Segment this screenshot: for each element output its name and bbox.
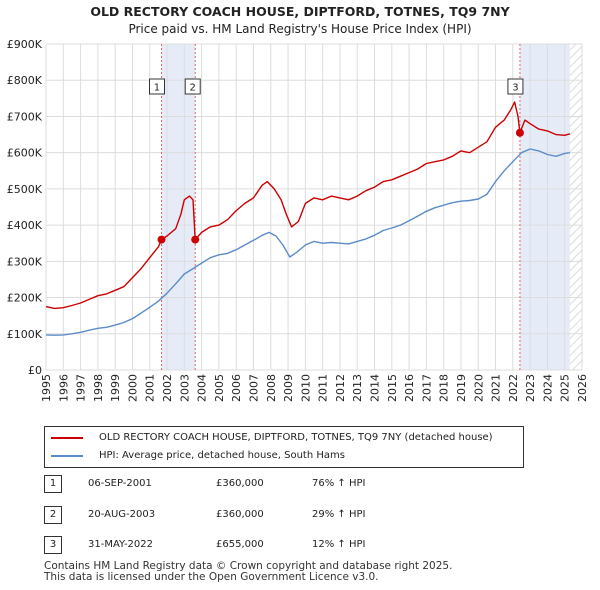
legend-swatch-property xyxy=(51,437,83,439)
series-line-hpi xyxy=(45,148,570,336)
transaction-badge: 3 xyxy=(44,536,62,554)
transaction-point xyxy=(515,128,524,137)
transaction-label: 2 xyxy=(190,83,196,94)
transaction-price: £655,000 xyxy=(216,539,264,550)
transaction-hpi-change: 12% ↑ HPI xyxy=(312,539,366,550)
x-tick-label: 2022 xyxy=(507,374,520,402)
x-tick-label: 2001 xyxy=(144,374,157,402)
y-tick-label: £500K xyxy=(7,183,43,196)
x-tick-label: 1999 xyxy=(109,374,122,402)
y-tick-label: £900K xyxy=(7,38,43,51)
chart-legend: OLD RECTORY COACH HOUSE, DIPTFORD, TOTNE… xyxy=(44,426,524,468)
footer-copyright: Contains HM Land Registry data © Crown c… xyxy=(44,560,453,572)
x-tick-label: 2008 xyxy=(265,374,278,402)
y-tick-label: £300K xyxy=(7,255,43,268)
x-tick-label: 2004 xyxy=(196,374,209,402)
y-tick-label: £600K xyxy=(7,147,43,160)
shaded-period xyxy=(519,44,570,370)
x-tick-label: 2013 xyxy=(351,374,364,402)
x-tick-label: 1997 xyxy=(75,374,88,402)
x-tick-label: 2026 xyxy=(576,374,589,402)
x-tick-label: 2012 xyxy=(334,374,347,402)
x-tick-label: 2003 xyxy=(178,374,191,402)
transaction-badge: 1 xyxy=(44,475,62,493)
transaction-label: 1 xyxy=(154,83,160,94)
x-tick-label: 2009 xyxy=(282,374,295,402)
forecast-hatch xyxy=(569,44,582,370)
series-line-property xyxy=(45,101,571,310)
transaction-hpi-change: 76% ↑ HPI xyxy=(312,478,366,489)
price-chart: 1 2 3 £0 £100K £200K £300K £400K £500K £600K £700… xyxy=(7,38,589,402)
x-tick-label: 2005 xyxy=(213,374,226,402)
footer-licence: This data is licensed under the Open Gov… xyxy=(44,571,379,583)
y-tick-label: £200K xyxy=(7,292,43,305)
transaction-label-box xyxy=(507,78,524,95)
x-tick-label: 1998 xyxy=(92,374,105,402)
x-tick-label: 2006 xyxy=(230,374,243,402)
transaction-point xyxy=(157,235,166,244)
transaction-point xyxy=(191,235,200,244)
y-tick-label: £800K xyxy=(7,74,43,87)
x-tick-label: 2010 xyxy=(299,374,312,402)
x-tick-label: 2023 xyxy=(524,374,537,402)
x-tick-label: 2017 xyxy=(420,374,433,402)
x-tick-label: 2020 xyxy=(472,374,485,402)
x-tick-label: 2002 xyxy=(161,374,174,402)
x-tick-label: 2021 xyxy=(490,374,503,402)
x-tick-label: 2024 xyxy=(541,374,554,402)
legend-label-property: OLD RECTORY COACH HOUSE, DIPTFORD, TOTNE… xyxy=(99,432,493,443)
chart-title: OLD RECTORY COACH HOUSE, DIPTFORD, TOTNE… xyxy=(90,4,510,19)
x-tick-label: 2014 xyxy=(369,374,382,402)
x-tick-label: 2007 xyxy=(247,374,260,402)
transaction-hpi-change: 29% ↑ HPI xyxy=(312,509,366,520)
transaction-date: 31-MAY-2022 xyxy=(88,539,154,550)
x-tick-label: 1996 xyxy=(57,374,70,402)
transaction-price: £360,000 xyxy=(216,478,264,489)
legend-swatch-hpi xyxy=(51,455,83,457)
x-tick-label: 2018 xyxy=(438,374,451,402)
y-tick-label: £100K xyxy=(7,328,43,341)
transaction-label-box xyxy=(148,78,165,95)
x-tick-label: 2019 xyxy=(455,374,468,402)
plot-area xyxy=(46,44,582,370)
x-tick-label: 1995 xyxy=(40,374,53,402)
y-tick-label: £700K xyxy=(7,110,43,123)
legend-label-hpi: HPI: Average price, detached house, Sout… xyxy=(99,450,345,461)
transaction-price: £360,000 xyxy=(216,509,264,520)
transaction-badge: 2 xyxy=(44,506,62,524)
transaction-label: 3 xyxy=(512,83,518,94)
x-tick-label: 2015 xyxy=(386,374,399,402)
x-tick-label: 2011 xyxy=(317,374,330,402)
x-tick-label: 2025 xyxy=(559,374,572,402)
transaction-label-box xyxy=(184,78,201,95)
x-tick-label: 2016 xyxy=(403,374,416,402)
transaction-date: 20-AUG-2003 xyxy=(88,509,156,520)
y-tick-label: £0 xyxy=(28,364,42,377)
chart-subtitle: Price paid vs. HM Land Registry's House … xyxy=(128,22,472,36)
y-tick-label: £400K xyxy=(7,219,43,232)
transaction-date: 06-SEP-2001 xyxy=(88,478,152,489)
x-tick-label: 2000 xyxy=(126,374,139,402)
